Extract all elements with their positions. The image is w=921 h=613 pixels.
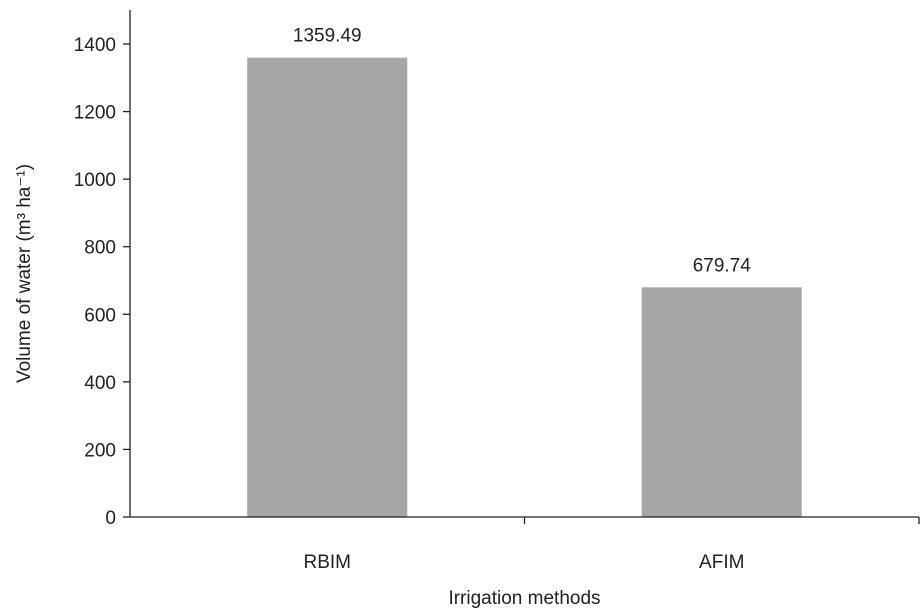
category-label-afim: AFIM xyxy=(699,552,744,573)
x-ticks-group: RBIM AFIM xyxy=(304,517,920,573)
bar-afim xyxy=(641,287,802,517)
y-tick-label: 1000 xyxy=(74,170,116,191)
bars-group xyxy=(247,57,802,518)
data-label-rbim: 1359.49 xyxy=(293,26,362,47)
x-axis-title: Irrigation methods xyxy=(448,588,600,609)
y-tick-label: 1200 xyxy=(74,103,116,124)
y-tick-label: 1400 xyxy=(74,35,116,56)
data-labels-group: 1359.49 679.74 xyxy=(293,26,751,277)
bar-rbim xyxy=(247,57,408,518)
y-axis-title: Volume of water (m³ ha⁻¹) xyxy=(14,164,35,383)
y-tick-label: 400 xyxy=(84,373,116,394)
y-tick-label: 0 xyxy=(105,508,116,529)
y-tick-label: 800 xyxy=(84,238,116,259)
y-ticks-group: 0 200 400 600 800 1000 1200 1400 xyxy=(74,35,130,529)
category-label-rbim: RBIM xyxy=(304,552,352,573)
y-tick-label: 600 xyxy=(84,305,116,326)
data-label-afim: 679.74 xyxy=(693,255,752,276)
y-tick-label: 200 xyxy=(84,440,116,461)
